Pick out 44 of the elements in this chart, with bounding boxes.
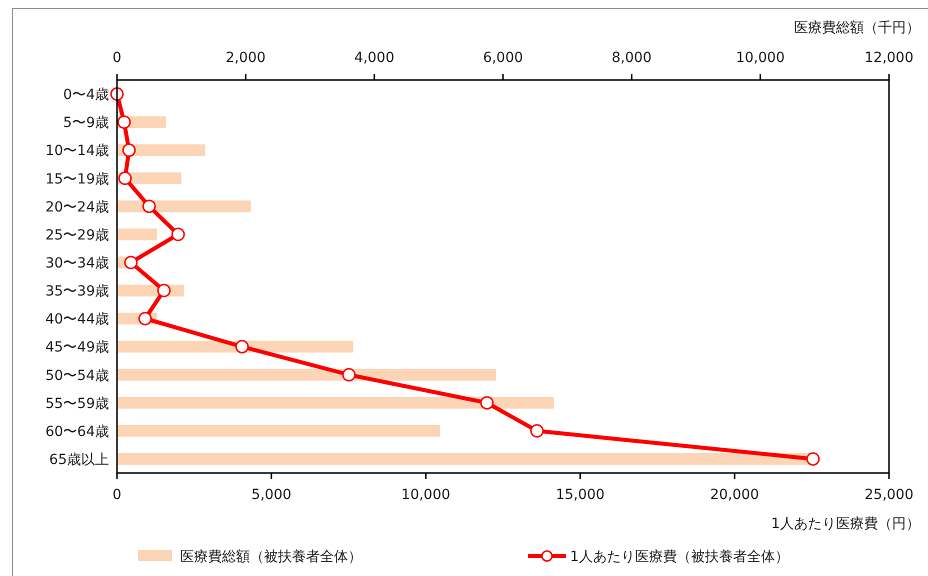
legend-label: 1人あたり医療費（被扶養者全体） [570,549,789,565]
point [342,368,356,382]
x-tick-label: 10,000 [401,487,450,503]
y-tick-label: 60〜64歳 [45,424,109,440]
y-tick-label: 55〜59歳 [45,396,109,412]
point [806,452,820,466]
x2-tick-label: 4,000 [354,50,394,66]
x2-tick-label: 2,000 [226,50,266,66]
x2-axis-title: 医療費総額（千円） [794,20,920,36]
y-tick-label: 15〜19歳 [45,171,109,188]
point [117,115,131,129]
x-tick-label: 15,000 [556,487,605,503]
x-tick-label: 5,000 [251,487,292,503]
point [480,396,494,410]
y-tick-label: 40〜44歳 [45,312,109,328]
x2-tick-label: 6,000 [482,50,524,66]
y-tick-label: 5〜9歳 [63,115,109,132]
point [122,143,136,157]
y-tick-label: 45〜49歳 [45,340,109,356]
x2-tick-label: 0 [112,50,122,66]
point [235,340,249,354]
y-tick-label: 35〜39歳 [45,284,109,300]
point [157,284,171,298]
y-tick-label: 30〜34歳 [45,255,109,272]
y-tick-label: 10〜14歳 [45,143,109,160]
y-tick-label: 50〜54歳 [45,368,109,384]
point [138,312,152,326]
x2-tick-label: 8,000 [612,50,652,66]
y-tick-label: 25〜29歳 [45,227,109,244]
point [124,256,138,270]
x-axis-title: 1人あたり医療費（円） [771,516,920,532]
x-tick-label: 25,000 [864,487,914,503]
point [142,200,156,214]
point [530,424,544,438]
legend-label: 医療費総額（被扶養者全体） [180,549,362,565]
y-tick-label: 20〜24歳 [45,199,109,216]
x2-tick-label: 10,000 [736,50,785,66]
x2-tick-label: 12,000 [864,50,914,66]
point [118,172,132,185]
y-tick-label: 65歳以上 [49,452,109,468]
y-tick-label: 0〜4歳 [63,87,109,104]
x-tick-label: 0 [112,487,122,503]
x-tick-label: 20,000 [710,487,760,503]
point [171,228,185,242]
